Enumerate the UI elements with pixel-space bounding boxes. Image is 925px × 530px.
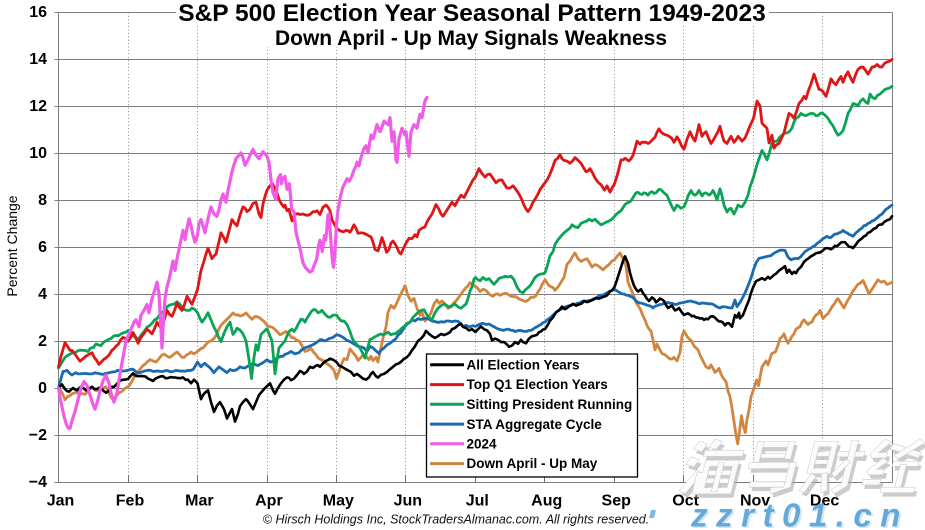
svg-text:Down April - Up May: Down April - Up May (467, 456, 598, 471)
svg-text:−4: −4 (29, 474, 47, 491)
svg-text:Sitting President Running: Sitting President Running (467, 397, 633, 412)
svg-text:2: 2 (38, 333, 47, 350)
svg-text:Dec: Dec (810, 493, 839, 510)
svg-text:Jul: Jul (466, 493, 489, 510)
svg-text:Percent Change: Percent Change (4, 195, 20, 296)
svg-text:Jun: Jun (394, 493, 422, 510)
svg-text:Mar: Mar (185, 493, 213, 510)
svg-text:May: May (323, 493, 354, 510)
svg-text:S&P 500 Election Year Seasonal: S&P 500 Election Year Seasonal Pattern 1… (178, 0, 765, 27)
svg-text:Top Q1 Election Years: Top Q1 Election Years (467, 377, 608, 392)
svg-text:Jan: Jan (47, 493, 75, 510)
svg-text:10: 10 (29, 145, 47, 162)
svg-text:−2: −2 (29, 427, 47, 444)
svg-text:Down April - Up May Signals We: Down April - Up May Signals Weakness (275, 27, 667, 50)
svg-text:12: 12 (29, 98, 47, 115)
svg-text:Sep: Sep (602, 493, 632, 510)
svg-text:Aug: Aug (531, 493, 562, 510)
svg-text:Feb: Feb (116, 493, 145, 510)
svg-text:16: 16 (29, 4, 47, 21)
svg-text:Apr: Apr (255, 493, 283, 510)
svg-text:8: 8 (38, 192, 47, 209)
svg-text:14: 14 (29, 51, 47, 68)
svg-text:Oct: Oct (672, 493, 699, 510)
svg-text:zzrt01.cn: zzrt01.cn (690, 497, 909, 530)
svg-text:2024: 2024 (467, 437, 498, 452)
svg-text:6: 6 (38, 239, 47, 256)
svg-text:STA Aggregate Cycle: STA Aggregate Cycle (467, 417, 603, 432)
svg-text:zzrt01.cn: zzrt01.cn (692, 498, 911, 530)
svg-text:All Election Years: All Election Years (467, 358, 580, 373)
svg-text:Nov: Nov (740, 493, 770, 510)
svg-text:4: 4 (38, 286, 47, 303)
svg-text:0: 0 (38, 380, 47, 397)
svg-text:© Hirsch Holdings Inc, StockTr: © Hirsch Holdings Inc, StockTradersAlman… (263, 513, 649, 527)
